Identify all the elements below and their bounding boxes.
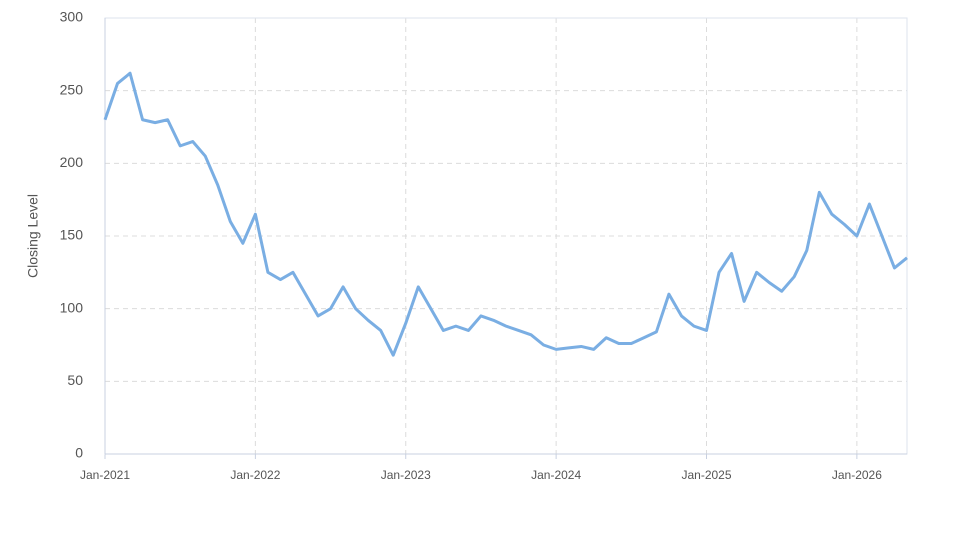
x-tick-label: Jan-2023: [381, 468, 431, 482]
y-tick-label: 250: [60, 81, 84, 97]
y-tick-label: 150: [60, 227, 84, 243]
y-tick-label: 0: [75, 445, 83, 461]
y-tick-label: 100: [60, 299, 84, 315]
line-series: [103, 71, 908, 357]
x-tick-label: Jan-2022: [230, 468, 280, 482]
y-axis-label: Closing Level: [25, 194, 41, 278]
y-tick-label: 300: [60, 9, 84, 25]
x-tick-label: Jan-2025: [681, 468, 731, 482]
y-tick-label: 50: [67, 372, 83, 388]
x-tick-label: Jan-2026: [832, 468, 882, 482]
x-tick-label: Jan-2024: [531, 468, 581, 482]
x-tick-label: Jan-2021: [80, 468, 130, 482]
y-tick-label: 200: [60, 154, 84, 170]
